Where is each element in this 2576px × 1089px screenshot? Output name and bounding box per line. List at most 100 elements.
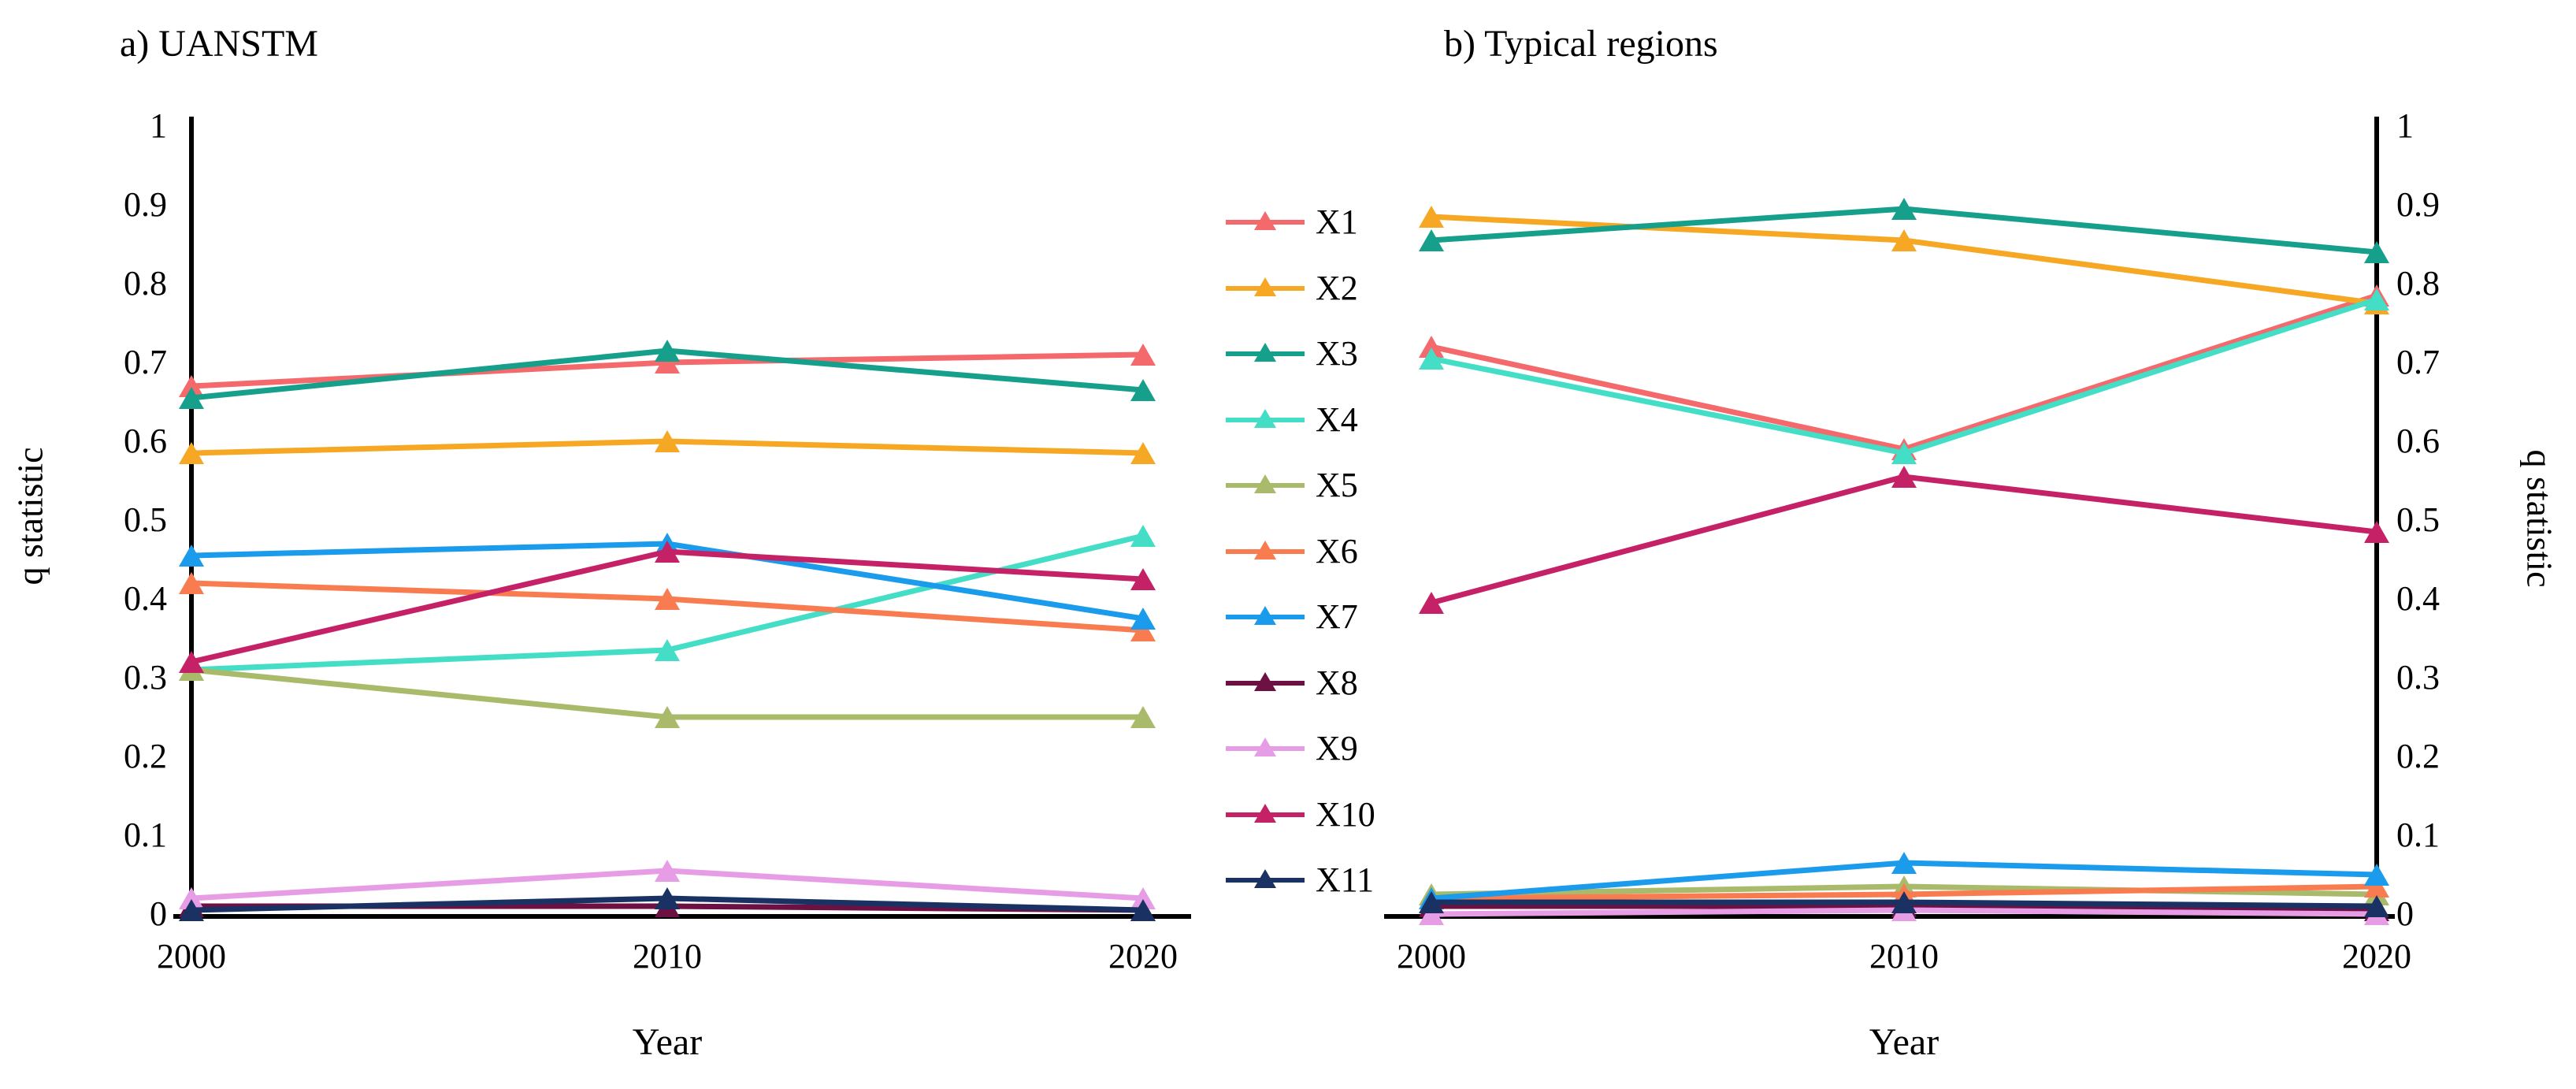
- panel-a-series-X6-marker-2020: [1130, 619, 1156, 641]
- panel-a-series-X3-marker-2010: [655, 340, 680, 362]
- panel-b-y-tick-0.6: 0.6: [2396, 422, 2440, 460]
- panel-b-series-X11-marker-2020: [2364, 895, 2389, 917]
- legend-label-X11: X11: [1316, 860, 1375, 899]
- panel-a-series-X10-marker-2000: [179, 651, 204, 673]
- legend-label-X3: X3: [1316, 334, 1358, 373]
- panel-b-y-tick-0.1: 0.1: [2396, 816, 2440, 854]
- panel-a-series-X9-marker-2000: [179, 887, 204, 909]
- legend-triangle-marker-icon-X8: [1254, 671, 1276, 691]
- legend-item-X1: X1: [1226, 200, 1509, 244]
- panel-a-x-tick-2010: 2010: [633, 937, 702, 976]
- panel-a-y-tick-0.7: 0.7: [124, 343, 167, 381]
- panel-a-y-tick-0.8: 0.8: [124, 264, 167, 303]
- legend-item-X7: X7: [1226, 595, 1509, 639]
- legend-item-X9: X9: [1226, 727, 1509, 771]
- panel-b-y-tick-0.8: 0.8: [2396, 264, 2440, 303]
- panel-b-series-X11-marker-2010: [1891, 891, 1917, 913]
- panel-a-y-tick-0.4: 0.4: [124, 579, 167, 618]
- panel-b-series-X7-marker-2020: [2364, 864, 2389, 886]
- panel-a-y-tick-0.3: 0.3: [124, 658, 167, 697]
- legend-item-X5: X5: [1226, 463, 1509, 507]
- panel-b-y-axis-label: q statistic: [2519, 449, 2560, 588]
- panel-b-series-X4-marker-2010: [1891, 442, 1917, 464]
- panel-b-y-tick-0.7: 0.7: [2396, 343, 2440, 381]
- legend-item-X11: X11: [1226, 858, 1509, 902]
- legend-label-X4: X4: [1316, 400, 1358, 439]
- legend-triangle-marker-icon-X9: [1254, 738, 1276, 756]
- panel-a-title: a) UANSTM: [120, 23, 318, 65]
- panel-b-y-tick-0.3: 0.3: [2396, 658, 2440, 697]
- panel-b-series-X1-line: [1428, 292, 2380, 452]
- panel-a-series-X10-marker-2020: [1130, 568, 1156, 590]
- panel-a-y-tick-0.2: 0.2: [124, 737, 167, 775]
- panel-b-series-X10-line: [1428, 474, 2380, 606]
- panel-b-series-X2-marker-2000: [1419, 206, 1444, 228]
- panel-b-y-tick-1: 1: [2396, 106, 2414, 145]
- legend-triangle-marker-icon-X6: [1254, 540, 1276, 559]
- panel-b-y-tick-0.2: 0.2: [2396, 737, 2440, 775]
- panel-a-y-tick-1: 1: [150, 106, 167, 145]
- legend-item-X10: X10: [1226, 793, 1509, 837]
- panel-b-y-tick-0.4: 0.4: [2396, 579, 2440, 618]
- legend-triangle-marker-icon-X7: [1254, 606, 1276, 625]
- panel-b-series-X1-marker-2000: [1419, 336, 1444, 358]
- legend-label-X6: X6: [1316, 531, 1358, 571]
- legend-triangle-marker-icon-X5: [1254, 474, 1276, 493]
- panel-b-x-tick-2010: 2010: [1869, 937, 1939, 976]
- legend-triangle-marker-icon-X10: [1254, 803, 1276, 823]
- panel-b-y-tick-0.5: 0.5: [2396, 500, 2440, 539]
- panel-a-y-tick-0: 0: [150, 894, 167, 933]
- panel-a-series-X4-marker-2020: [1130, 525, 1156, 547]
- panel-a-series-X5-marker-2020: [1130, 706, 1156, 728]
- legend-item-X8: X8: [1226, 661, 1509, 705]
- legend-triangle-marker-icon-X1: [1254, 211, 1276, 230]
- panel-a-x-tick-2020: 2020: [1108, 937, 1178, 976]
- panel-b-x-axis-label: Year: [1869, 1021, 1939, 1063]
- panel-b-series-X3-marker-2020: [2364, 241, 2389, 263]
- legend-label-X8: X8: [1316, 663, 1358, 702]
- panel-b-series-X4-marker-2000: [1419, 348, 1444, 370]
- legend-triangle-marker-icon-X11: [1254, 869, 1276, 888]
- panel-b-series-X3-marker-2010: [1891, 198, 1917, 220]
- panel-a-series-X11-marker-2020: [1130, 899, 1156, 921]
- panel-a-series-X1-marker-2010: [655, 351, 680, 374]
- panel-a-series-X4-marker-2010: [655, 639, 680, 661]
- legend-item-X4: X4: [1226, 398, 1509, 442]
- panel-b-y-tick-0: 0: [2396, 894, 2414, 933]
- legend-triangle-marker-icon-X2: [1254, 277, 1276, 296]
- panel-a-series-X2-marker-2020: [1130, 442, 1156, 464]
- legend-label-X5: X5: [1316, 466, 1358, 504]
- panel-b-series-X9-marker-2000: [1419, 903, 1444, 925]
- panel-a-series-X9-marker-2010: [655, 860, 680, 882]
- panel-b-series-X6-marker-2020: [2364, 875, 2389, 898]
- panel-a-series-X1-marker-2000: [179, 375, 204, 397]
- legend-item-X3: X3: [1226, 332, 1509, 376]
- panel-b-series-X10-marker-2010: [1891, 466, 1917, 488]
- panel-b-series-X10-marker-2020: [2364, 521, 2389, 543]
- panel-b-series-X10-marker-2000: [1419, 592, 1444, 614]
- panel-b-x-tick-2000: 2000: [1397, 937, 1466, 976]
- legend-triangle-marker-icon-X3: [1254, 343, 1276, 362]
- legend-label-X1: X1: [1316, 203, 1358, 241]
- legend-item-X6: X6: [1226, 530, 1509, 574]
- legend-label-X2: X2: [1316, 268, 1358, 307]
- panel-a-y-tick-0.5: 0.5: [124, 500, 167, 539]
- panel-a-series-X3-marker-2020: [1130, 379, 1156, 401]
- panel-a-series-X11-marker-2010: [655, 887, 680, 909]
- panel-a-y-tick-0.9: 0.9: [124, 185, 167, 224]
- panel-a-series-X5-marker-2010: [655, 706, 680, 728]
- legend-label-X7: X7: [1316, 597, 1358, 636]
- panel-a-series-X2-marker-2010: [655, 430, 680, 452]
- panel-b-y-tick-0.9: 0.9: [2396, 185, 2440, 224]
- panel-b-series-X11-marker-2000: [1419, 891, 1444, 913]
- panel-a-series-X3-marker-2000: [179, 387, 204, 409]
- legend-label-X10: X10: [1316, 794, 1375, 834]
- panel-a-y-tick-0.6: 0.6: [124, 422, 167, 460]
- panel-a-y-tick-0.1: 0.1: [124, 816, 167, 854]
- panel-a-series-X6-marker-2000: [179, 572, 204, 594]
- panel-a-series-X1-marker-2020: [1130, 344, 1156, 366]
- panel-a-series-X6-marker-2010: [655, 588, 680, 610]
- panel-a-series-X7-marker-2000: [179, 544, 204, 567]
